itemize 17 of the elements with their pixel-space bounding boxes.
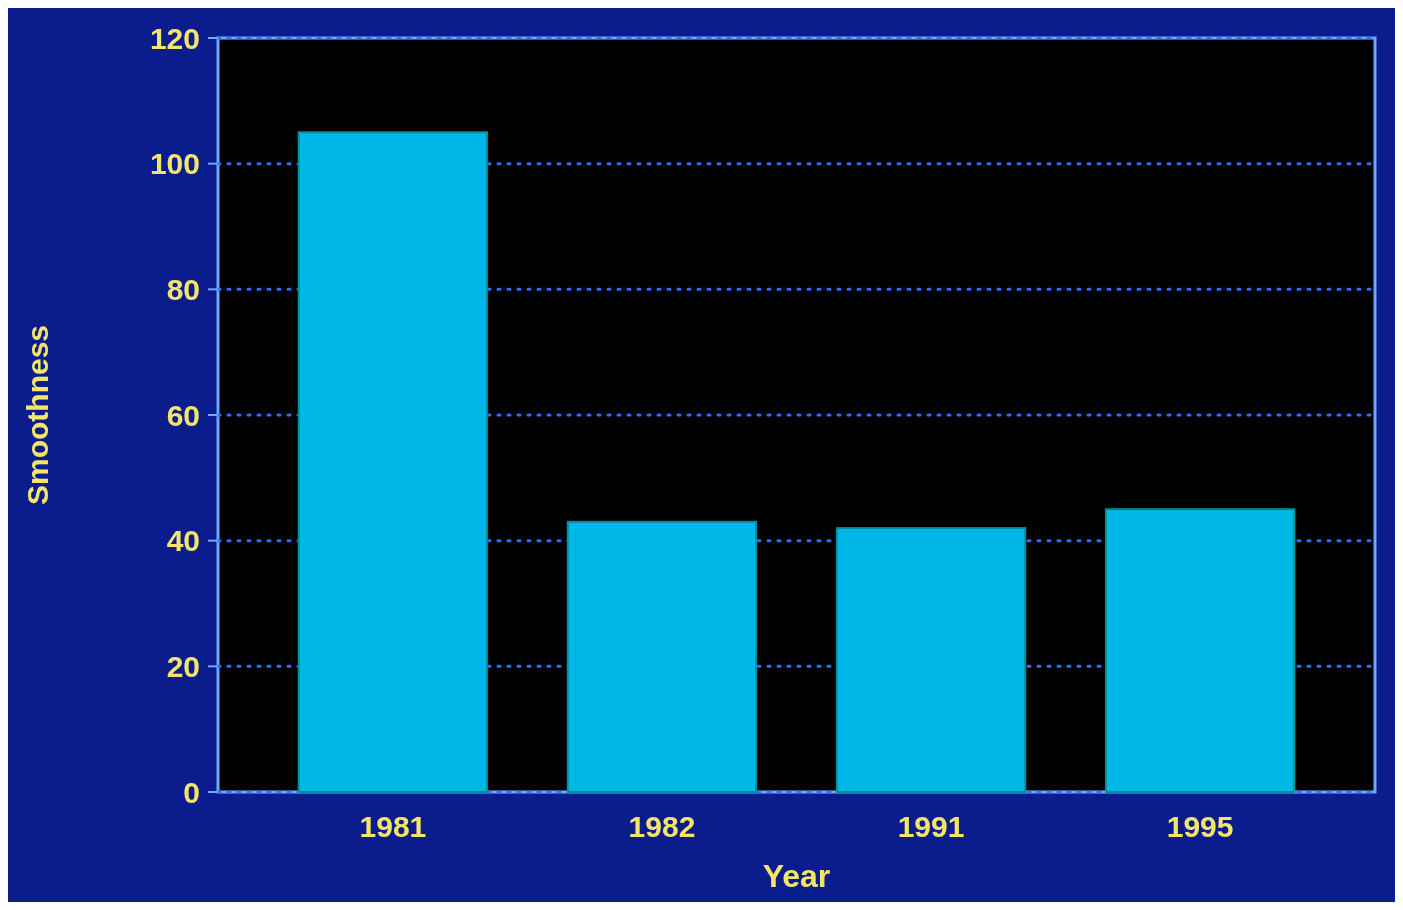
y-tick-label: 60 <box>166 398 200 432</box>
bar <box>297 131 489 793</box>
x-axis-title: Year <box>762 858 831 894</box>
y-tick-label: 40 <box>166 524 200 558</box>
y-axis-title: Smoothness <box>21 324 54 506</box>
x-tick-label: 1995 <box>1166 810 1234 843</box>
x-tick-label: 1981 <box>359 810 427 843</box>
y-tick-label: 0 <box>183 775 200 809</box>
y-tick-label: 20 <box>166 649 200 683</box>
y-tick-label: 100 <box>149 147 200 181</box>
x-tick-label: 1982 <box>628 810 696 843</box>
bar <box>566 520 758 793</box>
bar <box>1104 508 1296 793</box>
bar <box>835 527 1027 793</box>
x-tick-label: 1991 <box>897 810 965 843</box>
y-tick-label: 80 <box>166 272 200 306</box>
y-tick-label: 120 <box>149 21 200 55</box>
